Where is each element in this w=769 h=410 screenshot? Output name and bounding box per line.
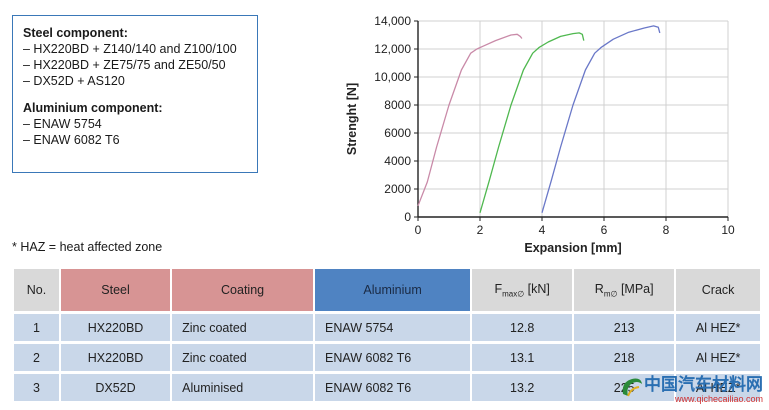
cell-crack: Al HEZ*	[676, 314, 760, 341]
x-tick-label: 6	[601, 223, 608, 237]
series-line-2	[479, 32, 585, 213]
y-tick-label: 2000	[384, 182, 411, 196]
header-no: No.	[14, 269, 59, 311]
cell-rm: 218	[574, 344, 675, 371]
header-fmax: Fmax∅ [kN]	[472, 269, 573, 311]
x-axis-label: Expansion [mm]	[524, 241, 621, 255]
y-tick-label: 14,000	[374, 14, 411, 28]
cell-no: 3	[14, 374, 59, 401]
cell-steel: DX52D	[60, 374, 171, 401]
y-tick-label: 6000	[384, 126, 411, 140]
cell-steel: HX220BD	[60, 344, 171, 371]
table-row: 1 HX220BD Zinc coated ENAW 5754 12.8 213…	[14, 314, 760, 341]
watermark-url: www.qichecailiao.com	[674, 394, 763, 404]
steel-component-heading: Steel component:	[23, 26, 128, 40]
header-steel: Steel	[60, 269, 171, 311]
y-tick-label: 12,000	[374, 42, 411, 56]
watermark-title: 中国汽车材料网	[644, 375, 763, 394]
steel-item: – DX52D + AS120	[23, 74, 125, 88]
cell-fmax: 13.2	[472, 374, 573, 401]
header-crack: Crack	[676, 269, 760, 311]
cell-no: 2	[14, 344, 59, 371]
properties-table: No. Steel Coating Aluminium Fmax∅ [kN] R…	[12, 266, 762, 404]
cell-fmax: 13.1	[472, 344, 573, 371]
cell-coating: Aluminised	[172, 374, 313, 401]
table-row: 3 DX52D Aluminised ENAW 6082 T6 13.2 225…	[14, 374, 760, 401]
cell-rm: 213	[574, 314, 675, 341]
aluminium-component-heading: Aluminium component:	[23, 101, 163, 115]
x-tick-label: 0	[415, 223, 422, 237]
x-tick-label: 10	[721, 223, 735, 237]
x-tick-label: 2	[477, 223, 484, 237]
x-tick-label: 4	[539, 223, 546, 237]
component-info-box: Steel component: – HX220BD + Z140/140 an…	[12, 15, 258, 173]
x-tick-label: 8	[663, 223, 670, 237]
watermark: 中国汽车材料网 www.qichecailiao.com	[619, 370, 769, 410]
strength-expansion-chart: 0 2 4 6 8 10 0 2000 4000 6000 8000 10,000 12,000 14,0…	[345, 14, 735, 255]
steel-item: – HX220BD + Z140/140 and Z100/100	[23, 42, 237, 56]
header-coating: Coating	[172, 269, 313, 311]
steel-item: – HX220BD + ZE75/75 and ZE50/50	[23, 58, 226, 72]
series-line-3	[541, 25, 661, 213]
series-line-1	[417, 33, 523, 207]
cell-crack: Al HEZ*	[676, 374, 760, 401]
header-aluminium: Aluminium	[315, 269, 471, 311]
cell-fmax: 12.8	[472, 314, 573, 341]
cell-aluminium: ENAW 6082 T6	[315, 344, 471, 371]
watermark-logo-icon	[622, 378, 642, 397]
y-tick-label: 10,000	[374, 70, 411, 84]
cell-steel: HX220BD	[60, 314, 171, 341]
table-row: 2 HX220BD Zinc coated ENAW 6082 T6 13.1 …	[14, 344, 760, 371]
cell-coating: Zinc coated	[172, 344, 313, 371]
cell-no: 1	[14, 314, 59, 341]
header-rm: Rm∅ [MPa]	[574, 269, 675, 311]
cell-aluminium: ENAW 6082 T6	[315, 374, 471, 401]
table-header-row: No. Steel Coating Aluminium Fmax∅ [kN] R…	[14, 269, 760, 311]
cell-crack: Al HEZ*	[676, 344, 760, 371]
y-axis-label: Strenght [N]	[345, 83, 359, 155]
cell-aluminium: ENAW 5754	[315, 314, 471, 341]
footnote-haz: * HAZ = heat affected zone	[12, 240, 163, 254]
y-tick-label: 4000	[384, 154, 411, 168]
aluminium-item: – ENAW 5754	[23, 117, 102, 131]
y-tick-label: 8000	[384, 98, 411, 112]
cell-coating: Zinc coated	[172, 314, 313, 341]
y-tick-label: 0	[404, 210, 411, 224]
aluminium-item: – ENAW 6082 T6	[23, 133, 120, 147]
